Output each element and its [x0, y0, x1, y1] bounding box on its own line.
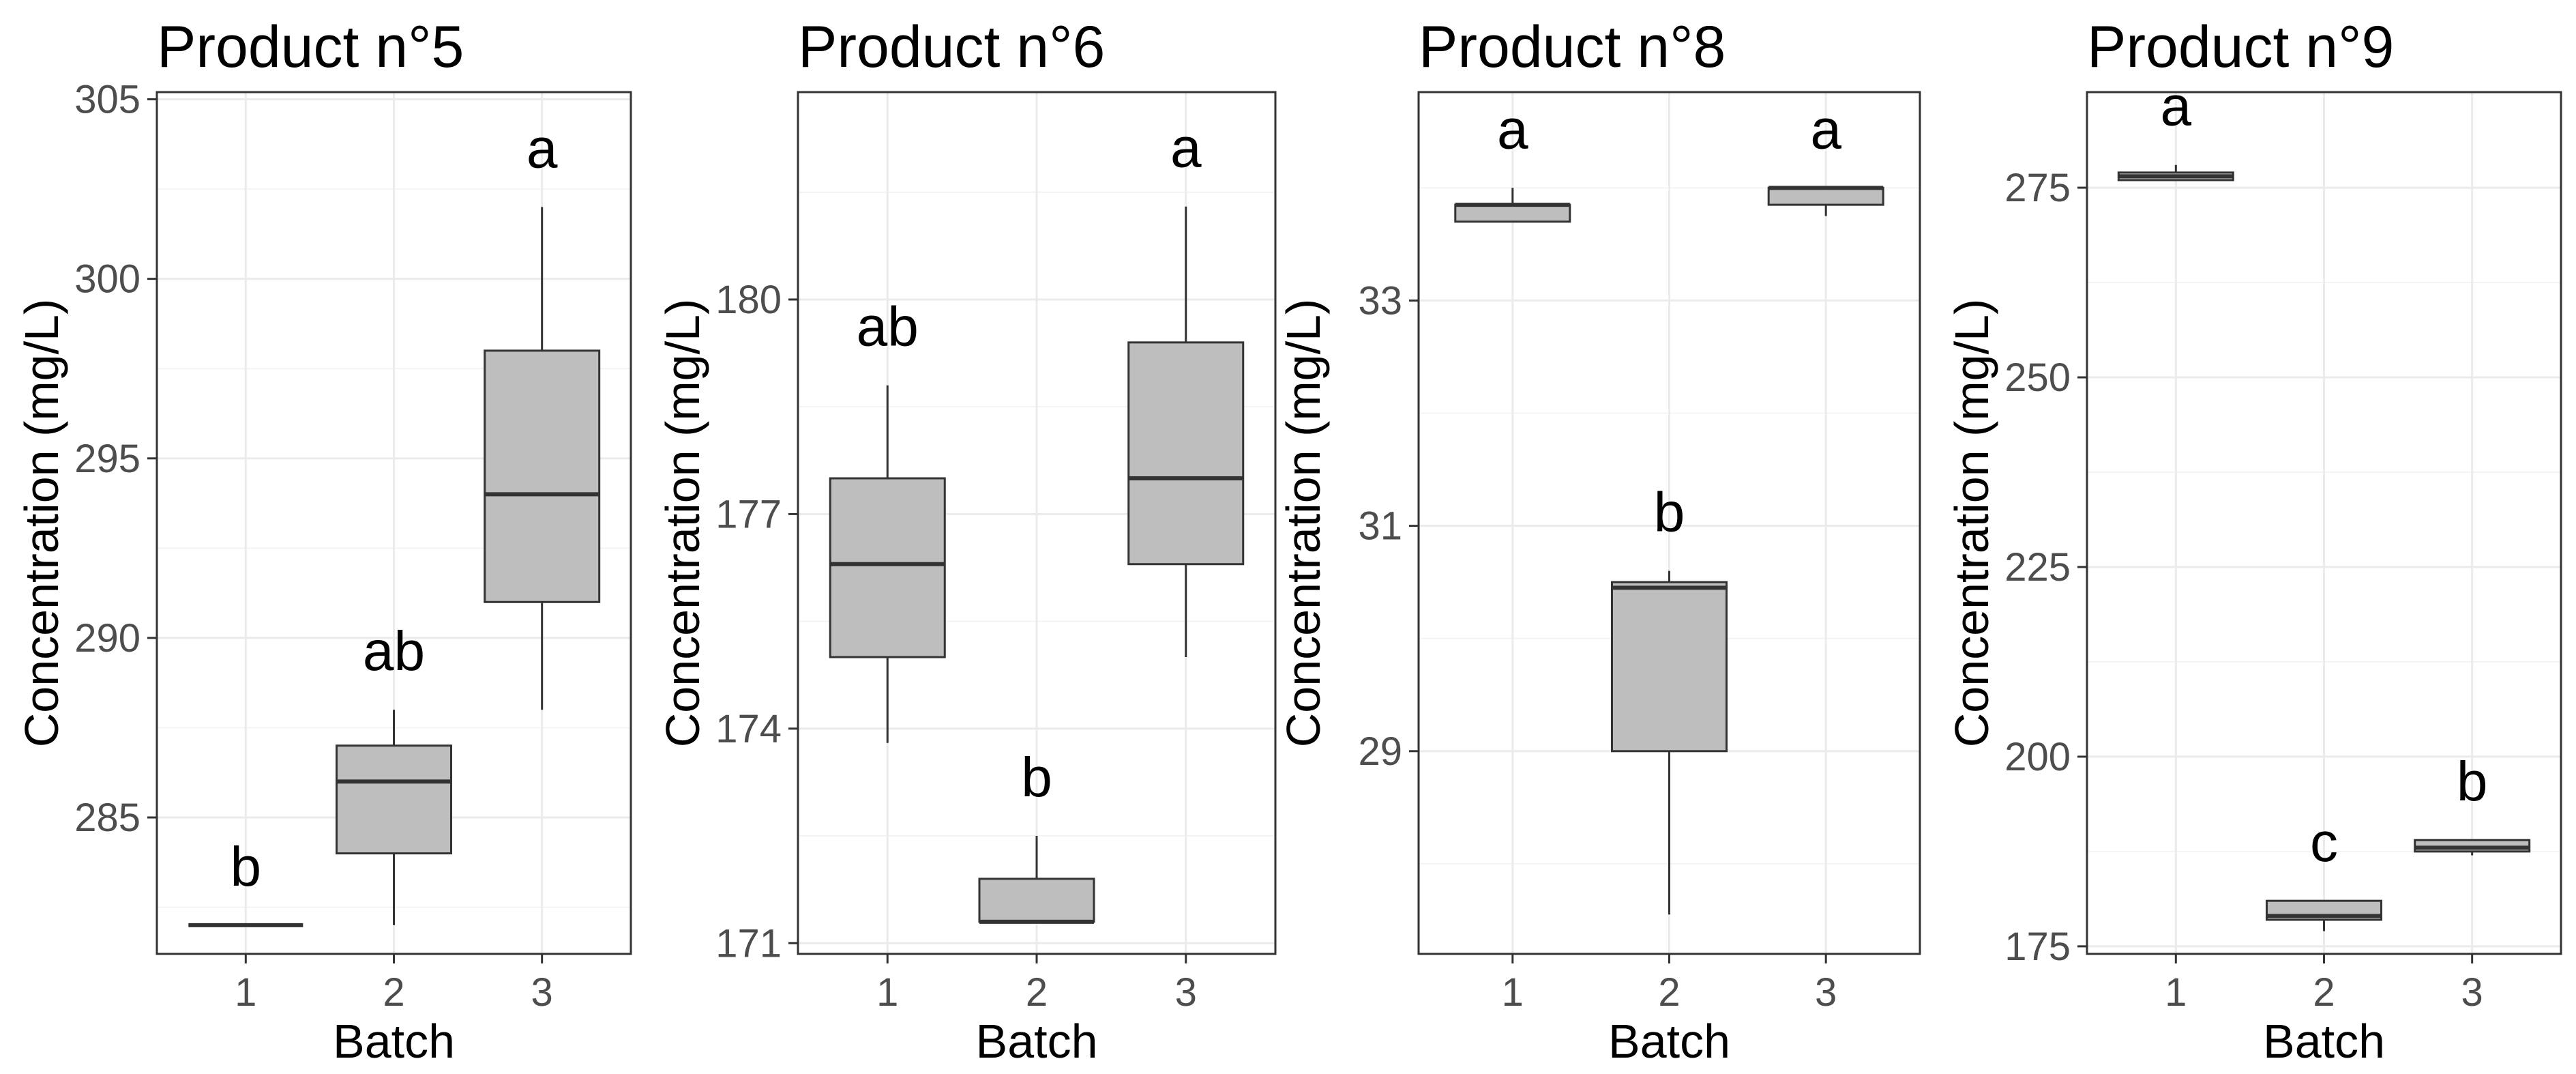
x-tick-label: 2 [383, 970, 404, 1015]
x-tick-label: 1 [2165, 970, 2187, 1015]
box-batch-3: a [1767, 98, 1884, 216]
significance-letter: a [1170, 117, 1202, 179]
box-batch-2: b [1611, 482, 1728, 915]
box-batch-1: a [1454, 98, 1571, 223]
box-batch-3: a [1127, 117, 1245, 658]
box-batch-2: b [978, 746, 1095, 924]
panel-1: b ab a 285 290 295 300 305 1 2 3 Batch Concentration… [15, 14, 632, 1068]
iqr-box [829, 477, 946, 658]
significance-letter: b [1654, 482, 1685, 544]
y-tick-label: 171 [715, 921, 782, 966]
y-tick-label: 175 [2004, 925, 2071, 969]
y-tick-label: 29 [1358, 729, 1402, 774]
box-batch-2: c [2266, 811, 2382, 931]
x-tick-label: 1 [235, 970, 256, 1015]
x-tick-label: 3 [2461, 970, 2483, 1015]
y-tick-label: 225 [2004, 545, 2071, 590]
panel-title: Product n°9 [2087, 14, 2394, 80]
y-axis-title: Concentration (mg/L) [1945, 299, 1998, 748]
box-batch-3: b [2414, 751, 2531, 856]
y-axis-title: Concentration (mg/L) [15, 299, 68, 748]
iqr-box [1611, 581, 1728, 753]
box-batch-1: a [2117, 76, 2234, 182]
y-tick-label: 250 [2004, 355, 2071, 400]
panel-4: a c b 175 200 225 250 275 1 2 3 Batch Concentration … [1945, 14, 2562, 1068]
iqr-box [484, 349, 601, 603]
y-tick-label: 285 [74, 796, 140, 840]
significance-letter: b [1021, 746, 1052, 809]
y-tick-label: 31 [1358, 504, 1402, 549]
y-tick-label: 174 [715, 707, 782, 751]
y-tick-label: 275 [2004, 166, 2071, 210]
x-tick-label: 2 [1658, 970, 1680, 1015]
iqr-box [1454, 203, 1571, 223]
significance-letter: ab [857, 296, 919, 358]
y-tick-label: 295 [74, 437, 140, 481]
x-tick-label: 1 [876, 970, 898, 1015]
panel-title: Product n°5 [157, 14, 464, 80]
box-batch-1: ab [829, 296, 946, 743]
x-tick-label: 1 [1502, 970, 1524, 1015]
significance-letter: a [2161, 76, 2192, 138]
box-batch-1: b [188, 836, 304, 927]
significance-letter: c [2310, 811, 2338, 873]
x-axis-title: Batch [976, 1015, 1098, 1068]
y-tick-label: 177 [715, 492, 782, 536]
iqr-box [336, 744, 452, 855]
panel-3: a b a 29 31 33 1 2 3 Batch Concentration (mg/L) Pro… [1277, 14, 1921, 1068]
y-axis-title: Concentration (mg/L) [1277, 299, 1330, 748]
significance-letter: a [527, 117, 558, 179]
x-tick-label: 3 [531, 970, 553, 1015]
x-axis-title: Batch [2263, 1015, 2385, 1068]
significance-letter: a [1497, 98, 1528, 160]
box-batch-3: a [484, 117, 601, 710]
significance-letter: b [231, 836, 262, 898]
x-axis-title: Batch [333, 1015, 455, 1068]
panel-title: Product n°6 [798, 14, 1105, 80]
panel-2: ab b a 171 174 177 180 1 2 3 Batch Concentration (m… [656, 14, 1277, 1068]
x-tick-label: 2 [2313, 970, 2335, 1015]
y-axis-title: Concentration (mg/L) [656, 299, 709, 748]
panel-title: Product n°8 [1419, 14, 1726, 80]
x-tick-label: 3 [1175, 970, 1197, 1015]
iqr-box [1127, 341, 1245, 566]
box-batch-2: ab [336, 620, 452, 925]
y-tick-label: 305 [74, 78, 140, 122]
significance-letter: b [2457, 751, 2488, 813]
x-tick-label: 3 [1815, 970, 1837, 1015]
iqr-box [1767, 186, 1884, 206]
y-tick-label: 33 [1358, 278, 1402, 323]
y-tick-label: 180 [715, 278, 782, 322]
x-tick-label: 2 [1026, 970, 1048, 1015]
y-tick-label: 300 [74, 257, 140, 302]
y-tick-label: 290 [74, 616, 140, 661]
iqr-box [978, 877, 1095, 923]
y-tick-label: 200 [2004, 735, 2071, 779]
x-axis-title: Batch [1608, 1015, 1730, 1068]
significance-letter: ab [363, 620, 425, 682]
significance-letter: a [1810, 98, 1841, 160]
